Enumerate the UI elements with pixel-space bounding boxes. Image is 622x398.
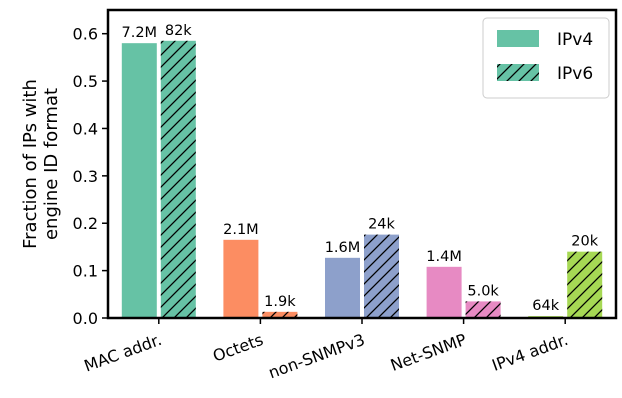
y-tick-label: 0.0 bbox=[73, 309, 98, 328]
y-tick-label: 0.2 bbox=[73, 214, 98, 233]
bar-value-label: 2.1M bbox=[223, 222, 259, 238]
bar-value-label: 24k bbox=[368, 217, 395, 233]
x-tick-label: MAC addr. bbox=[82, 330, 165, 376]
bar-value-label: 5.0k bbox=[467, 283, 499, 299]
bar-value-label: 1.9k bbox=[264, 294, 296, 310]
x-tick-label: non-SNMPv3 bbox=[266, 330, 367, 382]
bar-ipv4-1 bbox=[223, 239, 259, 318]
bar-value-label: 7.2M bbox=[122, 25, 158, 41]
y-tick-label: 0.5 bbox=[73, 72, 98, 91]
legend-label-ipv6: IPv6 bbox=[557, 64, 593, 84]
bar-hatch-ipv6-0 bbox=[160, 40, 196, 319]
y-tick-label: 0.4 bbox=[73, 119, 98, 138]
legend-swatch-hatch bbox=[497, 64, 539, 81]
bars bbox=[121, 40, 603, 319]
y-axis-label: Fraction of IPs with engine ID format bbox=[20, 79, 62, 249]
y-axis-label-line: engine ID format bbox=[41, 88, 62, 240]
legend: IPv4 IPv6 bbox=[482, 17, 610, 99]
bar-hatch-ipv6-3 bbox=[465, 301, 501, 318]
bar-value-label: 20k bbox=[571, 234, 598, 250]
x-tick-label: Net-SNMP bbox=[388, 330, 469, 375]
x-tick-label: IPv4 addr. bbox=[489, 330, 570, 375]
x-axis-ticks: MAC addr. Octets non-SNMPv3 Net-SNMP IPv4 ad… bbox=[82, 318, 571, 382]
bar-value-label: 64k bbox=[532, 298, 559, 314]
bar-hatch-ipv6-1 bbox=[262, 311, 298, 318]
y-axis-label-line: Fraction of IPs with bbox=[20, 79, 41, 249]
bar-value-label: 1.6M bbox=[325, 240, 361, 256]
bar-hatch-ipv6-2 bbox=[364, 234, 399, 318]
bar-value-labels: 7.2M 82k 2.1M 1.9k 1.6M 24k 1.4M 5.0k 64k 20k bbox=[122, 23, 599, 314]
y-tick-label: 0.1 bbox=[73, 262, 98, 281]
bar-ipv4-3 bbox=[426, 266, 462, 318]
bar-value-label: 82k bbox=[165, 23, 192, 39]
x-tick-label: Octets bbox=[210, 330, 265, 366]
legend-label-ipv4: IPv4 bbox=[557, 30, 593, 50]
bar-value-label: 1.4M bbox=[426, 249, 462, 265]
legend-swatch-ipv4 bbox=[497, 30, 539, 47]
bar-ipv4-0 bbox=[121, 43, 157, 319]
bar-ipv4-2 bbox=[325, 257, 360, 318]
bar-hatch-ipv6-4 bbox=[567, 251, 603, 318]
y-tick-label: 0.6 bbox=[73, 25, 98, 44]
y-axis-ticks: 0.0 0.1 0.2 0.3 0.4 0.5 0.6 bbox=[73, 25, 108, 328]
y-tick-label: 0.3 bbox=[73, 167, 98, 186]
